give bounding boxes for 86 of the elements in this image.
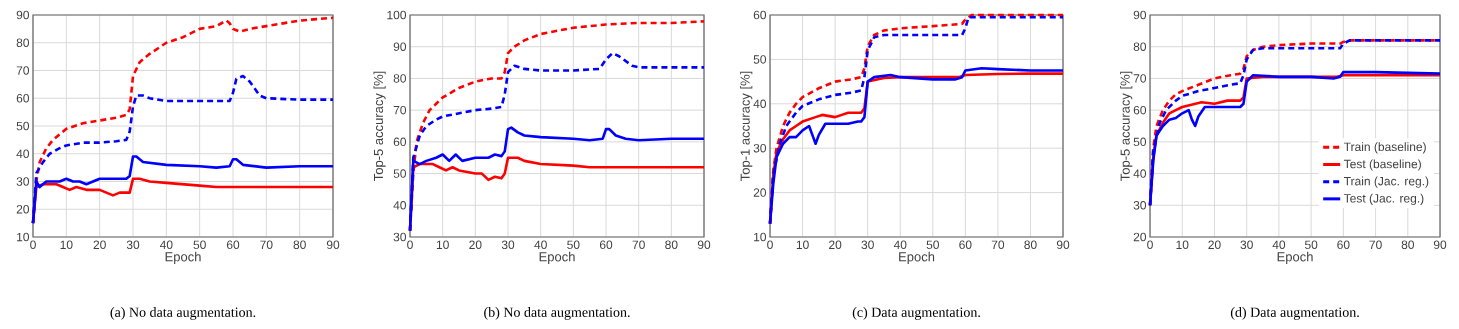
y-tick-label: 40 bbox=[393, 201, 407, 210]
x-tick-label: 80 bbox=[665, 240, 678, 250]
x-tick-label: 10 bbox=[60, 240, 73, 250]
x-axis-title: Epoch bbox=[1277, 251, 1313, 264]
y-tick-label: 20 bbox=[16, 205, 30, 214]
y-tick-label: 100 bbox=[387, 10, 407, 20]
x-tick-label: 60 bbox=[226, 240, 240, 250]
y-tick-label: 70 bbox=[1133, 74, 1147, 83]
x-tick-label: 20 bbox=[1208, 240, 1221, 250]
x-tick-label: 40 bbox=[893, 240, 907, 250]
legend-label: Train (baseline) bbox=[1343, 142, 1426, 154]
x-tick-label: 90 bbox=[1056, 240, 1070, 250]
y-tick-label: 90 bbox=[393, 42, 407, 51]
y-tick-label: 80 bbox=[1133, 42, 1147, 51]
x-tick-label: 20 bbox=[469, 240, 482, 250]
text: (d) Data augmentation. bbox=[1230, 307, 1359, 320]
x-tick-label: 10 bbox=[1176, 240, 1189, 250]
text: (b) No data augmentation. bbox=[484, 307, 630, 320]
text: (a) No data augmentation. bbox=[110, 307, 256, 320]
y-tick-label: 70 bbox=[16, 66, 30, 75]
y-tick-label: 10 bbox=[17, 232, 30, 242]
y-tick-label: 30 bbox=[753, 143, 767, 153]
x-tick-label: 90 bbox=[326, 240, 340, 250]
x-tick-label: 50 bbox=[567, 240, 580, 250]
x-tick-label: 50 bbox=[1304, 240, 1318, 250]
y-tick-label: 50 bbox=[753, 55, 767, 64]
y-tick-label: 70 bbox=[393, 105, 407, 115]
x-tick-label: 0 bbox=[30, 240, 36, 250]
legend-label: Test (Jac. reg.) bbox=[1343, 193, 1424, 205]
legend-label: Test (baseline) bbox=[1343, 159, 1421, 171]
x-tick-label: 50 bbox=[926, 240, 939, 250]
x-tick-label: 30 bbox=[1240, 240, 1253, 250]
y-axis-title: Top-1 accuracy [%] bbox=[740, 71, 753, 181]
x-axis-title: Epoch bbox=[539, 251, 575, 264]
text: (c) Data augmentation. bbox=[852, 307, 980, 320]
x-tick-label: 70 bbox=[991, 240, 1005, 250]
y-axis-title: Top-5 accuracy [%] bbox=[1120, 71, 1133, 181]
y-tick-label: 30 bbox=[393, 232, 407, 242]
y-tick-label: 80 bbox=[393, 74, 407, 83]
x-tick-label: 30 bbox=[861, 240, 874, 250]
x-tick-label: 0 bbox=[767, 240, 773, 250]
x-tick-label: 90 bbox=[1433, 240, 1447, 250]
x-tick-label: 30 bbox=[501, 240, 515, 250]
x-tick-label: 80 bbox=[1024, 240, 1037, 250]
y-tick-label: 50 bbox=[393, 169, 407, 178]
y-tick-label: 20 bbox=[753, 188, 767, 197]
x-tick-label: 80 bbox=[293, 240, 306, 250]
x-tick-label: 60 bbox=[1337, 240, 1350, 250]
x-axis-title: Epoch bbox=[899, 251, 935, 264]
y-tick-label: 60 bbox=[16, 94, 30, 103]
y-tick-label: 60 bbox=[1133, 105, 1147, 115]
x-axis-title: Epoch bbox=[165, 251, 201, 264]
x-tick-label: 70 bbox=[632, 240, 645, 250]
x-tick-label: 40 bbox=[159, 240, 173, 250]
legend-label: Train (Jac. reg.) bbox=[1343, 176, 1429, 188]
x-tick-label: 30 bbox=[126, 240, 140, 250]
y-tick-label: 30 bbox=[1133, 201, 1147, 210]
y-tick-label: 60 bbox=[753, 10, 767, 20]
x-tick-label: 70 bbox=[1369, 240, 1382, 250]
y-tick-label: 30 bbox=[16, 177, 30, 186]
x-tick-label: 20 bbox=[829, 240, 842, 250]
y-tick-label: 50 bbox=[1133, 137, 1147, 147]
y-tick-label: 50 bbox=[16, 121, 30, 131]
y-tick-label: 90 bbox=[16, 10, 30, 20]
x-tick-label: 40 bbox=[534, 240, 547, 250]
y-tick-label: 40 bbox=[1133, 169, 1147, 178]
x-tick-label: 0 bbox=[1147, 240, 1153, 250]
x-tick-label: 10 bbox=[436, 240, 449, 250]
x-tick-label: 40 bbox=[1272, 240, 1286, 250]
y-axis-title: Top-5 accuracy [%] bbox=[373, 71, 386, 181]
x-tick-label: 70 bbox=[260, 240, 273, 250]
x-tick-label: 50 bbox=[193, 240, 206, 250]
x-tick-label: 0 bbox=[407, 240, 413, 250]
y-tick-label: 90 bbox=[1133, 10, 1147, 20]
y-tick-label: 40 bbox=[16, 149, 30, 159]
x-tick-label: 60 bbox=[599, 240, 613, 250]
y-tick-label: 40 bbox=[753, 99, 767, 109]
y-tick-label: 80 bbox=[16, 38, 30, 48]
x-tick-label: 20 bbox=[93, 240, 106, 250]
y-tick-label: 20 bbox=[1133, 232, 1147, 242]
y-tick-label: 10 bbox=[754, 232, 767, 242]
x-tick-label: 60 bbox=[959, 240, 972, 250]
x-tick-label: 90 bbox=[697, 240, 711, 250]
y-tick-label: 60 bbox=[393, 137, 407, 147]
x-tick-label: 10 bbox=[796, 240, 809, 250]
x-tick-label: 80 bbox=[1401, 240, 1414, 250]
